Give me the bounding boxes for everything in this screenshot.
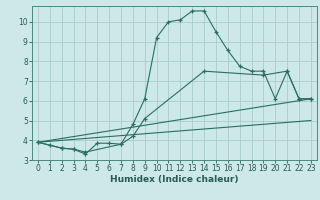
X-axis label: Humidex (Indice chaleur): Humidex (Indice chaleur): [110, 175, 239, 184]
